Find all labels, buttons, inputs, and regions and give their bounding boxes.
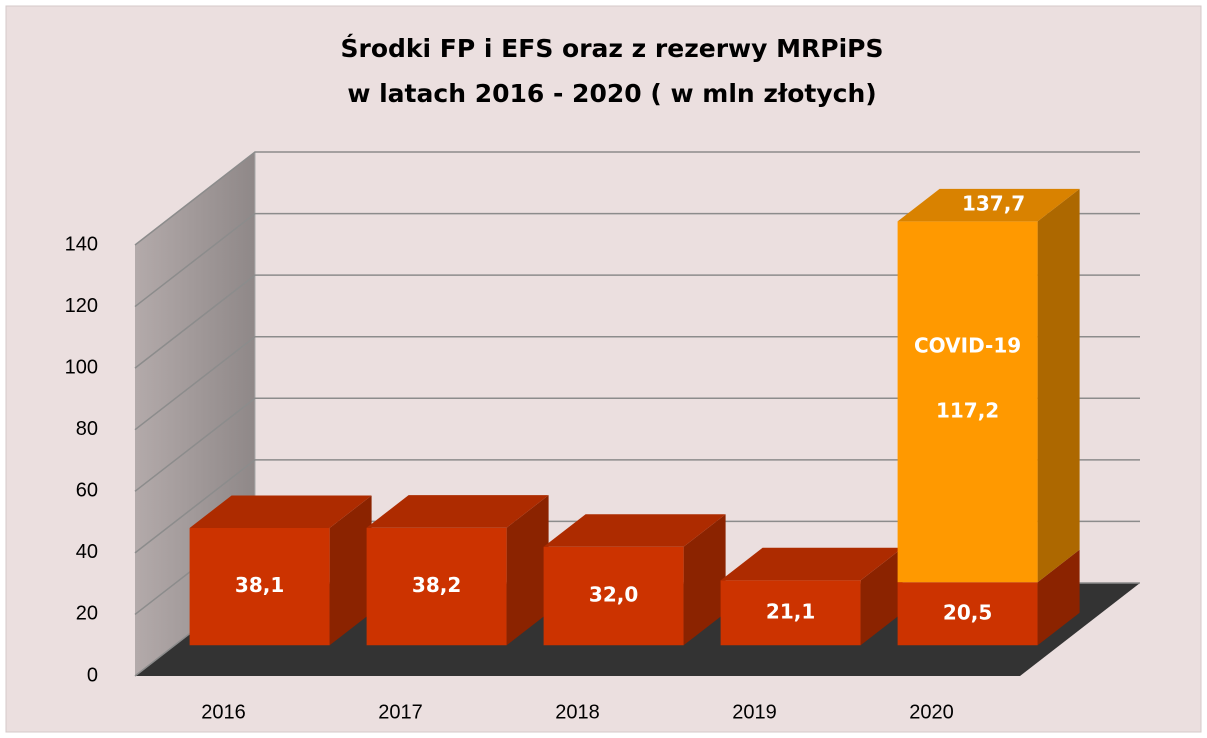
- grid-line: [134, 335, 1140, 431]
- data-label: 21,1: [766, 599, 815, 623]
- bar-top: [897, 188, 1080, 222]
- bar-top: [366, 495, 549, 528]
- y-tick-label: 60: [76, 480, 98, 502]
- bar-side: [683, 514, 726, 646]
- y-tick-label: 40: [76, 541, 98, 563]
- data-label: 38,1: [235, 573, 284, 597]
- bar-side: [1037, 549, 1080, 646]
- bar-side: [1037, 188, 1080, 583]
- data-label: 117,2: [936, 398, 999, 422]
- total-label: 137,7: [962, 192, 1025, 216]
- bar: [543, 546, 684, 646]
- bar: [897, 582, 1038, 646]
- y-tick-label: 120: [65, 295, 98, 317]
- x-tick-label: 2016: [201, 701, 246, 723]
- y-tick-label: 80: [76, 418, 98, 440]
- bar-top: [720, 547, 903, 581]
- series-label: COVID-19: [914, 333, 1021, 357]
- bar-side: [329, 495, 372, 646]
- bar: [897, 221, 1038, 583]
- y-tick-label: 140: [65, 233, 98, 255]
- grid-line: [134, 212, 1140, 308]
- bar-top: [543, 514, 726, 547]
- bar-side: [860, 547, 903, 646]
- x-tick-label: 2018: [555, 701, 600, 723]
- y-tick-label: 100: [65, 356, 98, 378]
- data-label: 38,2: [412, 573, 461, 597]
- bar: [366, 527, 507, 646]
- chart-title: w latach 2016 - 2020 ( w mln złotych): [347, 79, 876, 108]
- grid-line: [134, 397, 1140, 492]
- bar-top: [189, 495, 372, 529]
- data-label: 20,5: [943, 600, 992, 624]
- grid-line: [134, 151, 1140, 246]
- x-tick-label: 2020: [909, 701, 954, 723]
- x-tick-label: 2019: [732, 701, 777, 723]
- chart-title: Środki FP i EFS oraz z rezerwy MRPiPS: [341, 33, 884, 63]
- x-tick-label: 2017: [378, 701, 423, 723]
- grid-line: [134, 274, 1140, 369]
- bar: [189, 528, 330, 646]
- bar: [720, 580, 861, 646]
- bar-side: [506, 495, 549, 646]
- y-tick-label: 20: [76, 603, 98, 625]
- grid-line: [134, 459, 1140, 554]
- y-tick-label: 0: [87, 664, 98, 686]
- data-label: 32,0: [589, 583, 638, 607]
